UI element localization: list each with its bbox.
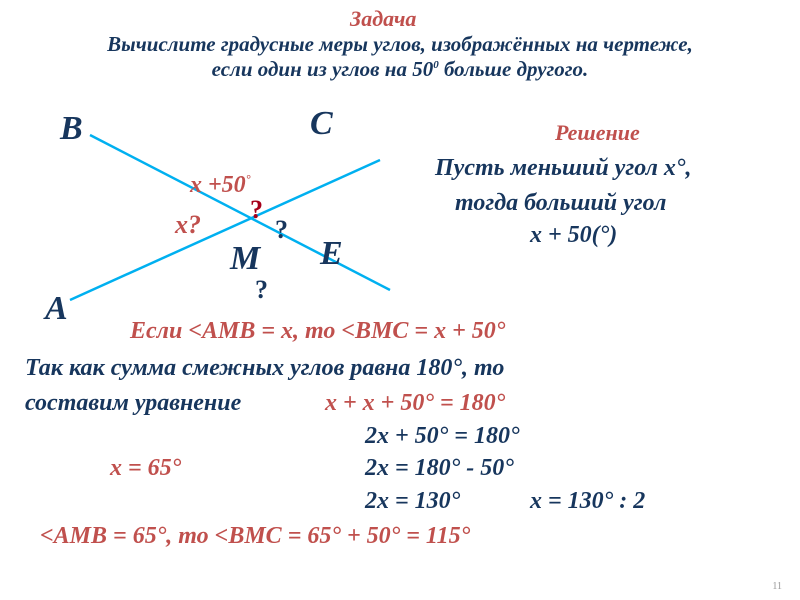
sol-l10: <АМВ = 65°, то <ВМС = 65° + 50° = 115°	[40, 523, 470, 550]
sol-l9a-text: 2х = 130°	[365, 488, 460, 514]
sol-l3-text: х + 50(°)	[530, 222, 617, 248]
point-a: А	[45, 290, 68, 328]
point-m-text: М	[230, 240, 260, 277]
point-m: М	[230, 240, 260, 278]
annot-x50-deg: °	[246, 172, 251, 186]
sol-l1-text: Пусть меньший угол х°,	[435, 155, 692, 181]
solution-label: Решение	[555, 120, 640, 146]
sol-l6b: х + х + 50° = 180°	[325, 390, 505, 417]
sol-l9b: х = 130° : 2	[530, 488, 645, 515]
page-number-text: 11	[772, 581, 782, 592]
sol-l2: тогда больший угол	[455, 190, 666, 217]
sol-l8b: 2х = 180° - 50°	[365, 455, 514, 482]
sol-l10-text: <АМВ = 65°, то <ВМС = 65° + 50° = 115°	[40, 523, 470, 549]
sol-l6a: составим уравнение	[25, 390, 241, 417]
point-b-text: В	[60, 110, 83, 147]
annot-xq: х?	[175, 210, 201, 240]
annot-x50-text: х +50	[190, 172, 246, 198]
qmark-bottom: ?	[255, 275, 268, 305]
sol-l9a: 2х = 130°	[365, 488, 460, 515]
subtitle-line2: если один из углов на 50	[212, 57, 434, 81]
sol-l2-text: тогда больший угол	[455, 190, 666, 216]
point-e-text: Е	[320, 235, 343, 272]
sol-l5: Так как сумма смежных углов равна 180°, …	[25, 355, 504, 382]
sol-l6a-text: составим уравнение	[25, 390, 241, 416]
sol-l8b-text: х = 180° - 50°	[377, 455, 514, 481]
qmark-right: ?	[275, 215, 288, 245]
sol-l9b-text: х = 130° : 2	[530, 488, 645, 514]
qmark-top: ?	[250, 195, 263, 225]
point-a-text: А	[45, 290, 68, 327]
subtitle-line1: Вычислите градусные меры углов, изображё…	[107, 32, 693, 56]
sol-l8b-pre: 2	[365, 455, 377, 481]
qmark-top-text: ?	[250, 195, 263, 224]
sol-l6b-text: х + х + 50° = 180°	[325, 390, 505, 416]
sol-l1: Пусть меньший угол х°,	[435, 155, 692, 182]
point-b: В	[60, 110, 83, 148]
sol-l4: Если <АМВ = x, то <BMC = x + 50°	[130, 318, 505, 345]
sol-l7-text: 2х + 50° = 180°	[365, 423, 520, 449]
point-c-text: С	[310, 105, 333, 142]
page-number: 11	[772, 581, 782, 592]
sol-l7: 2х + 50° = 180°	[365, 423, 520, 450]
solution-label-text: Решение	[555, 120, 640, 145]
sol-l4-text: Если <АМВ = x, то <BMC = x + 50°	[130, 318, 505, 344]
qmark-bottom-text: ?	[255, 275, 268, 304]
problem-title: Задача	[350, 6, 416, 32]
sol-l8a-text: х = 65°	[110, 455, 181, 481]
problem-subtitle: Вычислите градусные меры углов, изображё…	[0, 32, 800, 82]
annot-xq-text: х?	[175, 210, 201, 239]
point-c: С	[310, 105, 333, 143]
qmark-right-text: ?	[275, 215, 288, 244]
annot-x50: х +50°	[190, 172, 251, 199]
subtitle-line2-end: больше другого.	[439, 57, 589, 81]
problem-title-text: Задача	[350, 6, 416, 31]
sol-l8a: х = 65°	[110, 455, 181, 482]
point-e: Е	[320, 235, 343, 273]
sol-l3: х + 50(°)	[530, 222, 617, 249]
sol-l5-text: Так как сумма смежных углов равна 180°, …	[25, 355, 504, 381]
